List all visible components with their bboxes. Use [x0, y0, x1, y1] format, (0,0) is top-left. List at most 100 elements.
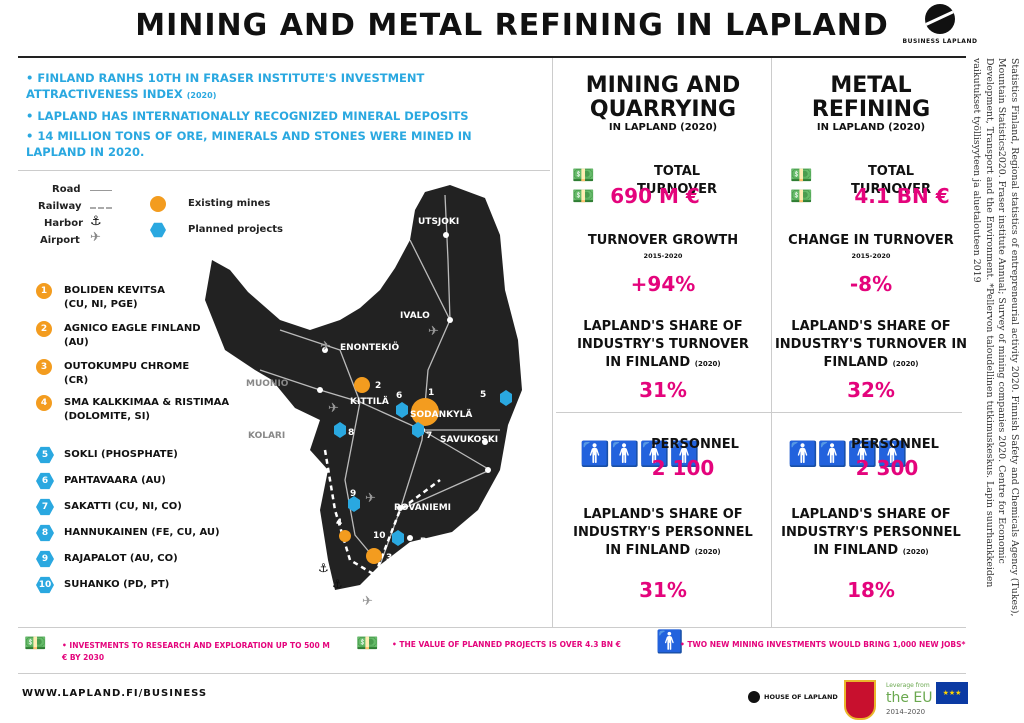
- turnover-label: TOTAL TURNOVER: [637, 164, 717, 197]
- intro-bullets: • FINLAND RANHS 10TH IN FRASER INSTITUTE…: [26, 70, 496, 164]
- house-of-lapland-logo: HOUSE OF LAPLAND: [764, 693, 838, 701]
- legend-existing: Existing mines: [188, 198, 271, 209]
- svg-text:6: 6: [396, 391, 402, 401]
- panel-title: REFINING: [811, 97, 931, 122]
- share-label: LAPLAND'S SHARE OF INDUSTRY'S TURNOVER IN…: [774, 319, 968, 370]
- business-lapland-logo: BUSINESS LAPLAND: [900, 4, 980, 45]
- existing-mine-icon: [150, 196, 166, 212]
- harbor-icons: ⚓⚓: [318, 561, 343, 591]
- svg-text:✈: ✈: [428, 324, 439, 339]
- mining-panel: MINING AND QUARRYING IN LAPLAND (2020): [556, 74, 770, 134]
- bullet-item: • FINLAND RANHS 10TH IN FRASER INSTITUTE…: [26, 71, 425, 101]
- personnel-share-label: LAPLAND'S SHARE OF INDUSTRY'S PERSONNEL I…: [781, 507, 961, 558]
- personnel-share-value: 31%: [639, 578, 687, 602]
- lapland-coat-of-arms-icon: [844, 680, 876, 720]
- personnel-label: PERSONNEL: [851, 437, 939, 452]
- svg-text:9: 9: [350, 489, 356, 499]
- mine-marker-4: [339, 530, 351, 542]
- mine-marker-1: [411, 398, 439, 426]
- svg-text:✈: ✈: [328, 401, 339, 416]
- panel-row-divider: [556, 412, 962, 413]
- map-label: KOLARI: [248, 431, 285, 441]
- person-icon: 🚹: [656, 630, 684, 655]
- eu-leverage-line3: 2014–2020: [886, 708, 926, 716]
- svg-text:7: 7: [426, 431, 432, 441]
- legend-airport: Airport: [40, 235, 80, 246]
- money-icon: 💵: [24, 633, 47, 654]
- bottom-divider: [18, 627, 966, 628]
- svg-text:✈: ✈: [320, 339, 331, 354]
- map-label: IVALO: [400, 311, 430, 321]
- brand-name: BUSINESS LAPLAND: [902, 38, 978, 45]
- share-label: LAPLAND'S SHARE OF INDUSTRY'S TURNOVER IN…: [577, 319, 749, 370]
- lapland-map: UTSJOKI IVALO ENONTEKIÖ KITTILÄ SODANKYL…: [205, 185, 522, 609]
- panel-subtitle: IN LAPLAND (2020): [608, 122, 718, 133]
- map-label: ENONTEKIÖ: [340, 342, 399, 353]
- highlight-research: • INVESTMENTS TO RESEARCH AND EXPLORATIO…: [62, 641, 330, 662]
- panel-subtitle: IN LAPLAND (2020): [816, 122, 926, 133]
- mine-number: 3: [36, 359, 52, 375]
- mine-marker-3: [366, 548, 382, 564]
- svg-text:1: 1: [428, 388, 434, 398]
- share-value: 31%: [639, 378, 687, 402]
- bullet-item: • 14 MILLION TONS OF ORE, MINERALS AND S…: [26, 129, 472, 159]
- footer-divider: [18, 673, 966, 674]
- turnover-value: 4.1 BN €: [854, 184, 950, 208]
- map-label: SAVUKOSKI: [440, 435, 498, 445]
- growth-label: CHANGE IN TURNOVER: [788, 233, 954, 248]
- mine-number: 2: [36, 321, 52, 337]
- sources-text: Statistics Finland, Regional statistics …: [971, 58, 1020, 617]
- railway-swatch: [90, 207, 112, 209]
- page-title: MINING AND METAL REFINING IN LAPLAND: [135, 8, 889, 43]
- mine-marker-2: [354, 377, 370, 393]
- logo-icon: [925, 4, 955, 34]
- legend-road: Road: [52, 184, 81, 195]
- growth-period: 2015-2020: [643, 252, 683, 260]
- mine-number: 1: [36, 283, 52, 299]
- railway-line: [323, 449, 441, 577]
- mine-number: 4: [36, 395, 52, 411]
- metal-panel: METAL REFINING IN LAPLAND (2020): [774, 73, 968, 134]
- panel-title: METAL: [830, 73, 912, 98]
- growth-value: -8%: [849, 272, 893, 296]
- svg-text:10: 10: [373, 531, 386, 541]
- people-icon: 🚹🚹🚹🚹: [580, 440, 700, 468]
- legend-harbor: Harbor: [44, 218, 84, 229]
- project-number: 10: [36, 576, 54, 594]
- panel-divider: [552, 58, 553, 628]
- house-of-lapland-icon: [748, 691, 760, 703]
- bullet-item: • LAPLAND HAS INTERNATIONALLY RECOGNIZED…: [26, 109, 469, 123]
- map-label: MUONIO: [246, 379, 289, 389]
- personnel-share-label: LAPLAND'S SHARE OF INDUSTRY'S PERSONNEL I…: [573, 507, 753, 558]
- eu-leverage-line1: Leverage from: [886, 682, 930, 689]
- personnel-value: 2 100: [651, 456, 715, 480]
- eu-flag-icon: ★★★: [936, 682, 968, 704]
- website-link[interactable]: WWW.LAPLAND.FI/BUSINESS: [22, 688, 208, 699]
- airplane-icon: ✈: [90, 230, 101, 245]
- svg-text:3: 3: [386, 553, 392, 563]
- svg-text:⚓: ⚓: [318, 561, 329, 575]
- svg-text:8: 8: [348, 428, 354, 438]
- panel-title: QUARRYING: [589, 97, 737, 122]
- highlight-jobs: • TWO NEW MINING INVESTMENTS WOULD BRING…: [680, 640, 966, 649]
- svg-text:5: 5: [480, 390, 486, 400]
- people-icon: 🚹🚹🚹🚹: [788, 440, 908, 468]
- personnel-value: 2 300: [855, 456, 919, 480]
- growth-period: 2015-2020: [851, 252, 891, 260]
- highlight-planned-value: • THE VALUE OF PLANNED PROJECTS IS OVER …: [392, 640, 621, 649]
- growth-label: TURNOVER GROWTH: [587, 233, 739, 248]
- planned-project-icon: [150, 222, 166, 238]
- anchor-icon: ⚓: [90, 214, 102, 229]
- map-label: RANUA: [420, 537, 455, 547]
- planned-markers: [334, 390, 512, 546]
- project-number: 6: [36, 472, 54, 490]
- money-icon: 💵: [356, 633, 379, 654]
- project-number: 5: [36, 446, 54, 464]
- header-divider: [18, 56, 966, 58]
- road-swatch: [90, 190, 112, 191]
- airport-icons: ✈ ✈ ✈ ✈ ✈: [320, 324, 439, 609]
- legend-planned: Planned projects: [188, 224, 283, 235]
- eu-leverage-line2: the EU: [886, 690, 933, 706]
- panel-divider: [771, 58, 772, 628]
- project-number: 7: [36, 498, 54, 516]
